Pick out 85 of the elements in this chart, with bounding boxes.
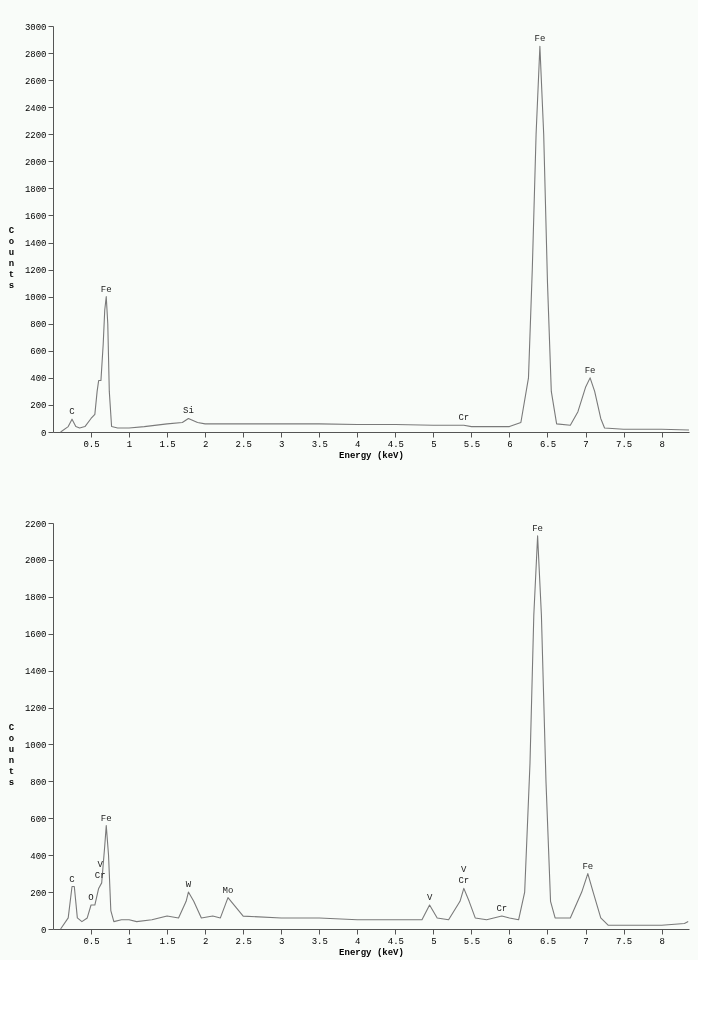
annotation: W <box>185 880 192 891</box>
y-tick-label: 400 <box>30 851 47 862</box>
y-tick-label: 200 <box>30 888 47 899</box>
annotation: V <box>426 893 433 904</box>
x-tick-label: 2.5 <box>235 439 252 450</box>
x-tick-label: 7.5 <box>615 936 633 947</box>
x-tick-label: 4.5 <box>387 936 404 947</box>
x-tick-label: 6 <box>507 936 513 947</box>
x-tick-label: 2 <box>202 439 209 450</box>
y-tick-label: 1400 <box>24 667 47 678</box>
x-tick-label: 2.5 <box>235 936 252 947</box>
y-tick-label: 2000 <box>24 556 47 567</box>
y-axis-title: Counts <box>8 722 15 788</box>
x-tick-label: 4.5 <box>387 439 404 450</box>
annotation: Fe <box>584 365 596 376</box>
y-tick-label: 600 <box>30 347 47 358</box>
y-tick-label: 1400 <box>24 239 47 250</box>
y-tick-label: 2200 <box>24 519 47 530</box>
annotation: Fe <box>582 861 594 872</box>
line-series <box>60 45 690 433</box>
y-tick-label: 1200 <box>24 266 47 277</box>
x-axis-title: Energy (keV) <box>339 450 404 461</box>
annotation: O <box>88 893 94 904</box>
y-tick-label: 1000 <box>24 740 47 751</box>
y-tick-label: 1600 <box>24 630 47 641</box>
annotation: Cr <box>458 876 470 887</box>
y-tick-label: 800 <box>30 320 47 331</box>
x-tick-label: 7.5 <box>615 439 633 450</box>
x-tick-label: 4 <box>355 936 361 947</box>
annotation: C <box>69 874 76 885</box>
annotation: Fe <box>100 284 112 295</box>
y-tick-label: 800 <box>30 777 47 788</box>
x-tick-label: 7 <box>583 936 589 947</box>
annotation: V <box>97 859 104 870</box>
x-tick-label: 1 <box>126 439 133 450</box>
x-tick-label: 1 <box>126 936 133 947</box>
x-tick-label: 3.5 <box>311 936 328 947</box>
x-tick-label: 3.5 <box>311 439 328 450</box>
x-tick-label: 7 <box>583 439 589 450</box>
y-tick-label: 1800 <box>24 593 47 604</box>
x-tick-label: 5 <box>431 439 437 450</box>
y-tick-label: 1000 <box>24 293 47 304</box>
y-tick-label: 2600 <box>24 76 47 87</box>
y-tick-label: 3000 <box>24 22 47 33</box>
annotation: V <box>461 865 468 876</box>
y-tick-label: 2400 <box>24 103 47 114</box>
annotation: Cr <box>496 904 508 915</box>
annotation: Mo <box>222 885 234 896</box>
x-tick-label: 5.5 <box>463 936 481 947</box>
y-tick-label: 1600 <box>24 211 47 222</box>
x-tick-label: 0.5 <box>83 936 100 947</box>
x-tick-label: 6 <box>507 439 513 450</box>
y-tick-label: 400 <box>30 374 47 385</box>
y-tick-label: 200 <box>30 401 47 412</box>
y-tick-label: 2800 <box>24 49 47 60</box>
annotation: Fe <box>534 34 546 45</box>
x-tick-label: 0.5 <box>83 439 100 450</box>
x-tick-label: 6.5 <box>539 439 557 450</box>
y-axis-title: Counts <box>8 225 15 291</box>
annotation: Fe <box>532 523 544 534</box>
annotation: Fe <box>100 813 112 824</box>
x-tick-label: 8 <box>659 439 665 450</box>
x-tick-label: 3 <box>279 936 285 947</box>
y-tick-label: 0 <box>41 428 47 439</box>
x-tick-label: 8 <box>659 936 665 947</box>
x-tick-label: 1.5 <box>159 439 176 450</box>
x-tick-label: 1.5 <box>159 936 176 947</box>
y-tick-label: 600 <box>30 814 47 825</box>
x-tick-label: 5 <box>431 936 437 947</box>
annotation: Cr <box>458 413 470 424</box>
x-tick-label: 3 <box>279 439 285 450</box>
x-tick-label: 4 <box>355 439 361 450</box>
x-axis-title: Energy (keV) <box>339 947 404 958</box>
x-tick-label: 2 <box>202 936 209 947</box>
annotation: Si <box>183 406 194 417</box>
annotation: Cr <box>94 870 106 881</box>
y-tick-label: 2200 <box>24 130 47 141</box>
y-tick-label: 2000 <box>24 157 47 168</box>
line-series <box>60 535 689 930</box>
x-tick-label: 6.5 <box>539 936 557 947</box>
y-tick-label: 1200 <box>24 704 47 715</box>
y-tick-label: 1800 <box>24 184 47 195</box>
annotation: C <box>69 407 76 418</box>
y-tick-label: 0 <box>41 925 47 936</box>
x-tick-label: 5.5 <box>463 439 481 450</box>
